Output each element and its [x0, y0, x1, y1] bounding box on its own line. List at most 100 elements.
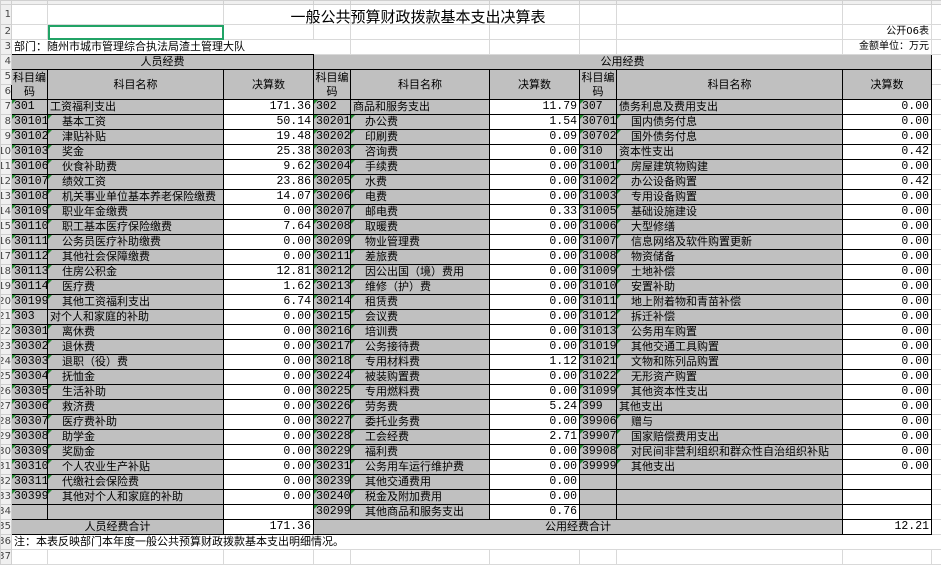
personnel-code-cell[interactable]: 30108 — [12, 190, 48, 205]
row-header[interactable]: 18 — [1, 265, 12, 280]
other-name-cell[interactable] — [617, 475, 843, 490]
personnel-code-cell[interactable]: 30308 — [12, 430, 48, 445]
other-code-cell[interactable]: 31099 — [580, 385, 617, 400]
cell[interactable] — [48, 550, 224, 565]
goods-code-cell[interactable]: 30231 — [314, 460, 351, 475]
personnel-name-cell[interactable]: 职业年金缴费 — [48, 205, 224, 220]
goods-code-cell[interactable]: 30212 — [314, 265, 351, 280]
personnel-amount-cell[interactable]: 7.64 — [224, 220, 314, 235]
other-amount-cell[interactable]: 0.00 — [843, 430, 932, 445]
row-header[interactable]: 4 — [1, 55, 12, 70]
other-amount-cell[interactable]: 0.00 — [843, 265, 932, 280]
row-header[interactable]: 27 — [1, 400, 12, 415]
other-code-cell[interactable]: 31010 — [580, 280, 617, 295]
other-amount-cell[interactable]: 0.00 — [843, 385, 932, 400]
other-code-cell[interactable]: 31006 — [580, 220, 617, 235]
personnel-amount-cell[interactable]: 25.38 — [224, 145, 314, 160]
row-header[interactable]: 15 — [1, 220, 12, 235]
cell[interactable] — [12, 550, 48, 565]
other-name-cell[interactable]: 国内债务付息 — [617, 115, 843, 130]
other-name-cell[interactable]: 基础设施建设 — [617, 205, 843, 220]
other-name-cell[interactable]: 公务用车购置 — [617, 325, 843, 340]
cell[interactable] — [932, 370, 941, 385]
personnel-name-cell[interactable]: 基本工资 — [48, 115, 224, 130]
row-header[interactable]: 20 — [1, 295, 12, 310]
cell[interactable] — [932, 355, 941, 370]
personnel-name-cell[interactable]: 个人农业生产补贴 — [48, 460, 224, 475]
cell[interactable] — [932, 295, 941, 310]
cell[interactable] — [932, 5, 941, 25]
cell[interactable] — [932, 340, 941, 355]
personnel-code-cell[interactable]: 30303 — [12, 355, 48, 370]
cell[interactable] — [932, 385, 941, 400]
row-header[interactable]: 31 — [1, 460, 12, 475]
goods-code-cell[interactable]: 30218 — [314, 355, 351, 370]
goods-name-cell[interactable]: 咨询费 — [351, 145, 490, 160]
goods-code-cell[interactable]: 302 — [314, 100, 351, 115]
personnel-name-cell[interactable]: 抚恤金 — [48, 370, 224, 385]
cell[interactable] — [932, 205, 941, 220]
cell[interactable] — [932, 280, 941, 295]
other-name-cell[interactable]: 无形资产购置 — [617, 370, 843, 385]
goods-name-cell[interactable]: 工会经费 — [351, 430, 490, 445]
personnel-code-cell[interactable]: 30101 — [12, 115, 48, 130]
other-code-cell[interactable]: 39908 — [580, 445, 617, 460]
goods-amount-cell[interactable]: 0.00 — [490, 190, 580, 205]
cell[interactable] — [932, 505, 941, 520]
goods-code-cell[interactable]: 30239 — [314, 475, 351, 490]
row-header[interactable]: 34 — [1, 505, 12, 520]
personnel-amount-cell[interactable]: 0.00 — [224, 370, 314, 385]
cell[interactable] — [932, 325, 941, 340]
row-header[interactable]: 3 — [1, 40, 12, 55]
goods-code-cell[interactable]: 30211 — [314, 250, 351, 265]
goods-name-cell[interactable]: 商品和服务支出 — [351, 100, 490, 115]
personnel-amount-cell[interactable]: 0.00 — [224, 400, 314, 415]
personnel-name-cell[interactable]: 助学金 — [48, 430, 224, 445]
other-code-cell[interactable]: 31008 — [580, 250, 617, 265]
other-code-cell[interactable]: 31022 — [580, 370, 617, 385]
personnel-amount-cell[interactable]: 0.00 — [224, 430, 314, 445]
goods-name-cell[interactable]: 租赁费 — [351, 295, 490, 310]
cell[interactable] — [932, 115, 941, 130]
other-name-cell[interactable]: 其他支出 — [617, 460, 843, 475]
goods-code-cell[interactable]: 30226 — [314, 400, 351, 415]
row-header[interactable]: 16 — [1, 235, 12, 250]
row-header[interactable]: 19 — [1, 280, 12, 295]
goods-amount-cell[interactable]: 0.00 — [490, 250, 580, 265]
cell[interactable] — [12, 25, 48, 40]
goods-amount-cell[interactable]: 1.12 — [490, 355, 580, 370]
goods-name-cell[interactable]: 印刷费 — [351, 130, 490, 145]
personnel-name-cell[interactable]: 职工基本医疗保险缴费 — [48, 220, 224, 235]
goods-name-cell[interactable]: 专用材料费 — [351, 355, 490, 370]
goods-code-cell[interactable]: 30206 — [314, 190, 351, 205]
goods-amount-cell[interactable]: 0.76 — [490, 505, 580, 520]
goods-amount-cell[interactable]: 1.54 — [490, 115, 580, 130]
personnel-amount-cell[interactable]: 19.48 — [224, 130, 314, 145]
cell[interactable] — [12, 5, 48, 25]
personnel-amount-cell[interactable]: 0.00 — [224, 490, 314, 505]
public-total-value[interactable]: 12.21 — [843, 520, 932, 535]
goods-name-cell[interactable]: 被装购置费 — [351, 370, 490, 385]
personnel-total-value[interactable]: 171.36 — [224, 520, 314, 535]
row-header[interactable]: 24 — [1, 355, 12, 370]
personnel-name-cell[interactable]: 生活补助 — [48, 385, 224, 400]
goods-amount-cell[interactable]: 0.00 — [490, 220, 580, 235]
goods-name-cell[interactable]: 办公费 — [351, 115, 490, 130]
personnel-name-cell[interactable]: 其他对个人和家庭的补助 — [48, 490, 224, 505]
goods-code-cell[interactable]: 30225 — [314, 385, 351, 400]
goods-amount-cell[interactable]: 0.00 — [490, 340, 580, 355]
goods-code-cell[interactable]: 30228 — [314, 430, 351, 445]
cell[interactable] — [932, 130, 941, 145]
cell[interactable] — [617, 5, 843, 25]
row-header[interactable]: 29 — [1, 430, 12, 445]
personnel-name-cell[interactable]: 医疗费补助 — [48, 415, 224, 430]
personnel-code-cell[interactable]: 30112 — [12, 250, 48, 265]
other-name-cell[interactable]: 拆迁补偿 — [617, 310, 843, 325]
cell[interactable] — [932, 460, 941, 475]
cell[interactable] — [351, 550, 490, 565]
cell[interactable] — [351, 40, 490, 55]
goods-name-cell[interactable]: 水费 — [351, 175, 490, 190]
other-name-cell[interactable]: 文物和陈列品购置 — [617, 355, 843, 370]
personnel-code-cell[interactable]: 30306 — [12, 400, 48, 415]
goods-amount-cell[interactable]: 0.00 — [490, 160, 580, 175]
